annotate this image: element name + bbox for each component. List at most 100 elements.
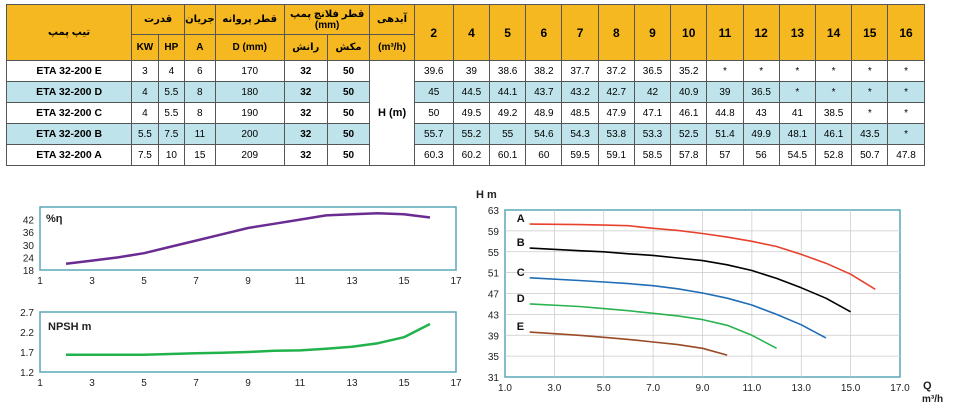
- head-value-cell: 43.2: [561, 81, 599, 103]
- suction-cell: 50: [326, 102, 371, 124]
- head-value-cell: *: [887, 102, 925, 124]
- header-discharge: رانش: [283, 34, 328, 61]
- current-cell: 11: [184, 123, 216, 145]
- head-value-cell: 38.2: [525, 60, 563, 82]
- plot-frame: [39, 311, 457, 373]
- diameter-cell: 190: [214, 102, 285, 124]
- x-tick-label: 1: [37, 378, 43, 389]
- x-tick-label: 7.0: [646, 383, 660, 394]
- head-value-cell: 53.3: [633, 123, 672, 145]
- head-value-cell: 54.6: [525, 123, 563, 145]
- table-row: ETA 32-200 E 3 4 6 170 32 50 H (m) 39.6 39 38.6 38.…: [5, 60, 960, 166]
- header-flow: آبدهی: [369, 4, 415, 35]
- head-value-cell: 43.7: [525, 81, 563, 103]
- x-tick-label: 1: [37, 276, 43, 287]
- discharge-cell: 32: [283, 102, 328, 124]
- head-value-cell: 45: [413, 81, 454, 103]
- y-axis-title: H m: [476, 189, 497, 201]
- flow-col-2: 2: [413, 4, 454, 61]
- header-flow-unit: (m³/h): [369, 34, 415, 61]
- y-tick-label: 42: [23, 216, 35, 227]
- head-value-cell: 37.7: [561, 60, 599, 82]
- suction-cell: 50: [326, 123, 371, 145]
- y-tick-label: 24: [23, 253, 35, 264]
- head-value-cell: 49.5: [452, 102, 491, 124]
- head-value-cell: 37.2: [597, 60, 635, 82]
- x-tick-label: 17.0: [890, 383, 910, 394]
- head-value-cell: 43: [742, 102, 780, 124]
- head-value-cell: 49.9: [742, 123, 780, 145]
- head-value-cell: *: [851, 60, 889, 82]
- head-value-cell: 38.6: [489, 60, 527, 82]
- suction-cell: 50: [326, 81, 371, 103]
- y-tick-label: 2.7: [20, 308, 34, 319]
- header-pump-type: تیپ پمپ: [5, 4, 133, 61]
- series-label: E: [517, 321, 524, 333]
- x-tick-label: 3: [89, 378, 95, 389]
- header-current: جریان: [184, 4, 216, 35]
- discharge-cell: 32: [283, 81, 328, 103]
- y-tick-label: 1.7: [20, 348, 34, 359]
- x-tick-label: 15.0: [841, 383, 861, 394]
- head-value-cell: *: [851, 102, 889, 124]
- head-value-cell: *: [814, 60, 853, 82]
- head-value-cell: 35.2: [670, 60, 708, 82]
- hp-cell: 5.5: [157, 102, 186, 124]
- head-value-cell: *: [778, 60, 816, 82]
- current-cell: 8: [184, 81, 216, 103]
- head-value-cell: 43.5: [851, 123, 889, 145]
- x-tick-label: 1.0: [498, 383, 512, 394]
- kw-cell: 5.5: [131, 123, 159, 145]
- x-tick-label: 17: [450, 276, 462, 287]
- flow-col-11: 11: [706, 4, 744, 61]
- y-tick-label: 63: [488, 206, 500, 217]
- kw-cell: 3: [131, 60, 159, 82]
- y-tick-label: 39: [488, 331, 500, 342]
- diameter-cell: 170: [214, 60, 285, 82]
- head-value-cell: 36.5: [633, 60, 672, 82]
- x-tick-label: 9: [245, 378, 251, 389]
- hp-cell: 5.5: [157, 81, 186, 103]
- x-tick-label: 5: [141, 276, 147, 287]
- flow-col-10: 10: [670, 4, 708, 61]
- head-value-cell: 39: [706, 81, 744, 103]
- head-value-cell: 36.5: [742, 81, 780, 103]
- header-diameter: D (mm): [214, 34, 285, 61]
- head-value-cell: *: [887, 81, 925, 103]
- head-value-cell: 60.1: [489, 144, 527, 166]
- head-value-cell: 58.5: [633, 144, 672, 166]
- table-row: ETA 32-200 D 4 5.5 8 180 32 50 45 44.5 44.1 43.7 43…: [5, 81, 960, 103]
- x-tick-label: 11.0: [743, 383, 762, 394]
- series-line: [65, 212, 431, 265]
- model-cell: ETA 32-200 B: [5, 123, 133, 145]
- y-tick-label: 35: [488, 352, 500, 363]
- head-value-cell: 54.3: [561, 123, 599, 145]
- x-tick-label: 9: [245, 276, 251, 287]
- series-line: [529, 247, 851, 313]
- performance-table: تیپ پمپ قدرت جریان قطر پروانه قطر فلانچ …: [5, 4, 960, 166]
- current-cell: 8: [184, 102, 216, 124]
- y-tick-label: 36: [23, 228, 35, 239]
- x-tick-label: 17: [450, 378, 462, 389]
- head-value-cell: 60: [525, 144, 563, 166]
- header-kw: KW: [131, 34, 159, 61]
- head-value-cell: 60.3: [413, 144, 454, 166]
- head-value-cell: 47.9: [597, 102, 635, 124]
- npsh-label: NPSH m: [48, 321, 92, 333]
- diameter-cell: 200: [214, 123, 285, 145]
- flow-col-9: 9: [633, 4, 672, 61]
- table-row: ETA 32-200 B 5.5 7.5 11 200 32 50 55.7 55.2 55 54.…: [5, 123, 960, 145]
- hp-cell: 10: [157, 144, 186, 166]
- head-value-cell: 44.8: [706, 102, 744, 124]
- flow-col-16: 16: [887, 4, 925, 61]
- y-tick-label: 31: [488, 373, 500, 384]
- head-value-cell: 38.5: [814, 102, 853, 124]
- discharge-cell: 32: [283, 123, 328, 145]
- y-tick-label: 47: [488, 290, 500, 301]
- header-suction: مکش: [326, 34, 371, 61]
- head-value-cell: 60.2: [452, 144, 491, 166]
- x-axis-unit: m³/h: [922, 394, 943, 405]
- kw-cell: 4: [131, 102, 159, 124]
- head-value-cell: 48.9: [525, 102, 563, 124]
- head-value-cell: 40.9: [670, 81, 708, 103]
